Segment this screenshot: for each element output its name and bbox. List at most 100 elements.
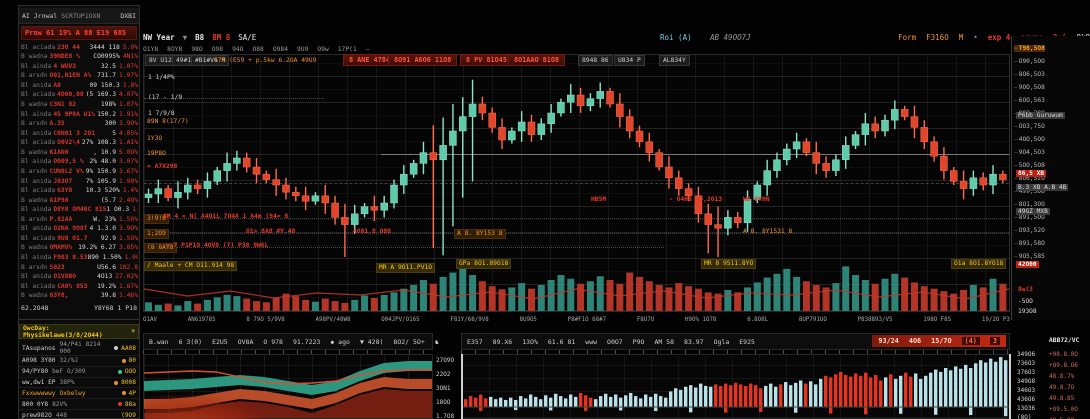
watchlist-row[interactable]: Bl aciada 4O00,00 (5 169.3 4.07% <box>21 91 138 101</box>
toolbar-menu-item[interactable]: exp 4 <box>987 32 1011 42</box>
watchlist-row[interactable]: B wadna OMAMV% 19.2% 6.27 3.85% <box>21 244 138 254</box>
oscillator-toolbar-item[interactable]: P9O <box>632 337 645 346</box>
positions-row[interactable]: A098 3Y80 32/%J 80 <box>19 356 139 367</box>
oscillator-chart[interactable] <box>461 354 1010 419</box>
watchlist-row[interactable]: Bl aciada 63Y8 10.3 520% 1.4% <box>21 186 138 196</box>
timeframe-tab[interactable]: 94O <box>232 45 244 53</box>
alert-chip[interactable]: 8O91 A6O6 11O8 <box>388 54 458 66</box>
toolbar-item[interactable]: B8 <box>195 32 205 42</box>
watchlist-row[interactable]: B arsdn O01,N1EN A% 731.7 1.97% <box>21 72 138 82</box>
watchlist-row[interactable]: Bl anida O1V8BO 4O13 27.02% <box>21 273 138 283</box>
watchlist-row[interactable]: Bl aciada O0V2\4 27% 108.3 1.A1% <box>21 139 138 149</box>
oscillator-toolbar-item[interactable]: 61.6 81 <box>547 337 576 346</box>
positions-row[interactable]: prew982O 448 (9O9 <box>19 410 139 419</box>
watchlist-row[interactable]: Bl aciada 9U8 O1.7 92.9 1.5O% <box>21 234 138 244</box>
toolbar-item[interactable]: 8M 8 <box>212 32 231 42</box>
watchlist-row[interactable]: Bl anida O2NA 9O8T 4 1.3.0 3.9O% <box>21 225 138 235</box>
watchlist-alert-banner[interactable]: Prow 61 19% A 88 E19 685 <box>21 26 137 40</box>
ribbon-toolbar-item[interactable]: ◆ ago <box>330 337 350 346</box>
watchlist-row[interactable]: Bl anida C0N01 3 2O1 5 4.05% <box>21 129 138 139</box>
price-level-line[interactable] <box>381 154 1009 155</box>
ribbon-toolbar-item[interactable]: ♞ <box>434 337 439 346</box>
timeframe-tab[interactable]: O1Y8 <box>143 45 159 53</box>
banner-chip[interactable]: (4) <box>961 337 980 345</box>
watchlist-row[interactable]: Bl ainda 45 9P0A U1% 150.2 1.91% <box>21 110 138 120</box>
indicator-chip[interactable]: 8948 86 <box>578 55 613 66</box>
timeframe-tab[interactable]: O98 <box>211 45 224 53</box>
price-alert-chip[interactable]: 86,5 XB <box>1016 170 1047 177</box>
watchlist-row[interactable]: B wadna C3N1 82 198% 1.07% <box>21 100 138 110</box>
positions-row[interactable]: TAsupanos 94/P4i 8214 000 AA08 <box>19 341 139 356</box>
alert-banner[interactable]: 93/24 4O6 15/7O (4) 3 <box>872 335 1006 347</box>
watchlist-row[interactable]: B wadna A1P98 (5.7 2.4O% <box>21 196 138 206</box>
watchlist-row[interactable]: B arsdn A.35 300 3.9O% <box>21 120 138 130</box>
oscillator-toolbar-item[interactable]: AM 58 <box>654 337 675 346</box>
ribbon-toolbar-item[interactable]: OV8A <box>237 337 254 346</box>
positions-row[interactable]: ww,dw1 EP 38P% 8008 <box>19 378 139 389</box>
watchlist-title-right[interactable]: DXBI <box>120 11 136 20</box>
watchlist-row[interactable]: B arsdn S023 U56.6 1N2.8 <box>21 263 138 273</box>
indicator-chip[interactable]: AL834Y <box>659 55 690 66</box>
date-axis[interactable]: O1AV AN61978S 8 79O 5/9V8 A98PV/48W8 O04JPV/… <box>143 314 1010 326</box>
timeframe-tab[interactable]: O9w <box>317 45 329 53</box>
price-alert-chip[interactable]: 193O8 <box>1018 308 1037 315</box>
oscillator-toolbar-item[interactable]: E925 <box>739 337 755 346</box>
ribbon-toolbar-item[interactable]: 6 3(0) <box>178 337 203 346</box>
toolbar-item[interactable]: NW Year <box>143 32 175 42</box>
symbol-label[interactable]: Roi (A) <box>660 32 692 42</box>
positions-row[interactable]: Fxxwwwwwy Oxbelwy 4P <box>19 388 139 400</box>
toolbar-menu-item[interactable]: F316O <box>926 32 949 42</box>
ribbon-toolbar-item[interactable]: 91.7223 <box>292 337 321 346</box>
timeframe-tab[interactable]: O88 <box>252 45 264 53</box>
ribbon-toolbar-item[interactable]: ▼ 428( <box>359 337 384 346</box>
positions-table-header[interactable]: OwcDay: Physikelawe(3/8/2O44) + <box>19 324 139 339</box>
timeframe-tab[interactable]: 17P(1 <box>337 45 357 53</box>
ribbon-chart[interactable] <box>143 354 433 419</box>
timeframe-tab[interactable]: — <box>365 45 370 53</box>
oscillator-toolbar-item[interactable]: www <box>585 337 598 346</box>
oscillator-toolbar-item[interactable]: E357 <box>467 337 483 346</box>
price-alert-chip[interactable]: -5OO <box>1018 298 1033 305</box>
ribbon-toolbar-item[interactable]: B.wan <box>149 337 169 346</box>
oscillator-toolbar-item[interactable]: 13O% <box>522 337 538 346</box>
oscillator-toolbar-item[interactable]: 83.97 <box>684 337 704 346</box>
price-alert-chip[interactable]: 49GZ MXB <box>1016 208 1050 215</box>
indicator-chip[interactable]: #B1#V6 R <box>191 55 230 66</box>
alert-chip[interactable]: 8O1AAO 81O8 <box>508 54 566 66</box>
positions-row[interactable]: 800 0Y8 82V% 88a <box>19 399 139 411</box>
banner-chip[interactable]: 3 <box>989 337 1000 345</box>
price-alert-chip[interactable]: 8w(3 <box>1018 286 1033 293</box>
watchlist-row[interactable]: B arsdn CUN0L2 V% 9% 150.9 3.67% <box>21 167 138 177</box>
ribbon-toolbar-item[interactable]: E2U5 <box>212 337 228 346</box>
toolbar-item[interactable]: ▼ <box>182 32 188 42</box>
timeframe-tab[interactable]: O984 <box>272 45 289 53</box>
toolbar-menu-item[interactable]: Form <box>898 32 917 42</box>
watchlist-row[interactable]: Bl anida A8 09 150.3 1.8% <box>21 81 138 91</box>
expand-button[interactable]: + <box>131 328 135 335</box>
watchlist-row[interactable]: B wadna K1AN0 , 10.9 5.0O% <box>21 148 138 158</box>
oscillator-toolbar-item[interactable]: O0O7 <box>607 337 623 346</box>
watchlist-row[interactable]: B wadna 39NDE8 % CO0995% 4N1% <box>21 53 138 63</box>
watchlist-row[interactable]: Bl anida J03O7 7% 105.9 1.90% <box>21 177 138 187</box>
alert-chip[interactable]: 8 PV 81O45 <box>460 54 513 66</box>
ribbon-toolbar-item[interactable]: O 978 <box>263 337 283 346</box>
timeframe-tab[interactable]: 8OY8 <box>167 45 183 53</box>
price-level-line-dashed[interactable] <box>144 183 1009 184</box>
ribbon-toolbar-item[interactable]: 8O2/ 5O+ <box>393 337 425 346</box>
toolbar-item[interactable]: SA/E <box>238 32 257 42</box>
alert-chip[interactable]: 8 ANE 47848 <box>343 54 401 66</box>
watchlist-row[interactable]: Bl ainda 4 WUV3 32.5 1.07% <box>21 62 138 72</box>
watchlist-row[interactable]: B arsdn P.82AA W. 23% 1.50% <box>21 215 138 225</box>
timeframe-tab[interactable]: 98O <box>191 45 203 53</box>
price-alert-chip[interactable]: 42O00 <box>1016 261 1039 268</box>
price-axis[interactable]: T98,5O8O90,5OO8O6,5O39OO,5O86OO,563O93,3… <box>1011 36 1090 320</box>
positions-row[interactable]: 94/PY80 beF O/309 OOO <box>19 367 139 378</box>
oscillator-toolbar-item[interactable]: 89.X6 <box>492 337 513 346</box>
watchlist-row[interactable]: Bl ainda O009,5 % 2% 48.0 3.07% <box>21 158 138 168</box>
watchlist-row[interactable]: Bl aciada 230 44 3444 118 5.0% <box>21 43 138 53</box>
oscillator-toolbar-item[interactable]: Ogla <box>713 337 730 346</box>
watchlist-row[interactable]: Bl aciada CA0% 853 19.2% 1.87% <box>21 282 138 292</box>
price-chart[interactable]: 1 1/4P% (17 - 1/9 1 7/9/8 89N 8(17/7) 1Y3O 19… <box>143 54 1010 312</box>
toolbar-menu-item[interactable]: • <box>973 32 978 42</box>
